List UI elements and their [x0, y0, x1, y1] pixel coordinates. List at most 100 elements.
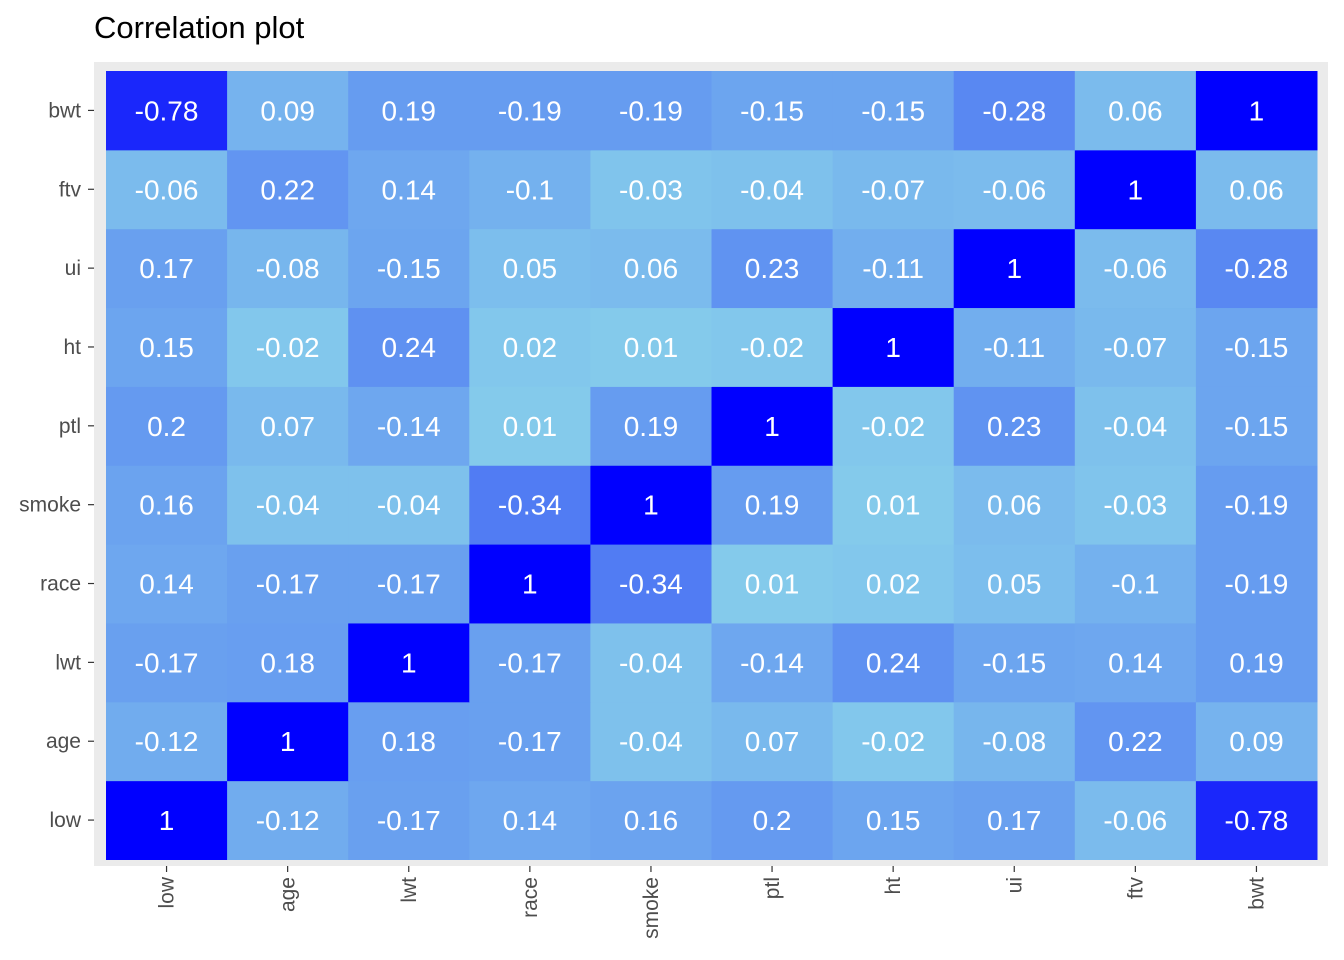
cell-value-label: 0.2 [753, 805, 792, 836]
heatmap-cell-ui-bwt [1195, 228, 1318, 309]
cell-value-label: 0.18 [382, 726, 437, 757]
heatmap-cell-ptl-smoke [590, 386, 712, 466]
cell-value-label: -0.19 [1225, 569, 1289, 600]
cell-value-label: 0.14 [139, 569, 194, 600]
heatmap-cell-ptl-bwt [1195, 386, 1318, 466]
cell-value-label: -0.19 [498, 95, 562, 126]
heatmap-cell-smoke-low [106, 465, 228, 545]
heatmap-cell-bwt-bwt [1195, 71, 1318, 151]
x-tick-label-ht: ht [882, 877, 905, 895]
heatmap-cell-age-ftv [1074, 701, 1197, 782]
heatmap-cell-ui-ptl [711, 228, 834, 309]
heatmap-cell-ht-ui [953, 307, 1076, 387]
cell-value-label: -0.15 [377, 253, 441, 284]
cell-value-label: -0.78 [1225, 805, 1289, 836]
heatmap-cell-smoke-smoke [590, 465, 712, 545]
heatmap-cell-ui-ui [953, 228, 1076, 309]
cell-value-label: 1 [1249, 95, 1265, 126]
cell-value-label: 1 [1128, 174, 1144, 205]
heatmap-cell-ptl-low [106, 386, 228, 466]
heatmap-cell-ptl-lwt [348, 386, 470, 466]
heatmap-cell-ht-race [469, 307, 591, 387]
heatmap-cell-lwt-low [106, 622, 228, 703]
heatmap-cell-ftv-ui [953, 149, 1076, 230]
heatmap-cell-low-smoke [590, 780, 712, 860]
heatmap-cell-race-smoke [590, 544, 712, 624]
heatmap-cell-ptl-ht [832, 386, 955, 466]
heatmap-cell-ui-ftv [1074, 228, 1197, 309]
heatmap-cell-lwt-lwt [348, 622, 470, 703]
heatmap-cell-bwt-age [227, 71, 349, 151]
heatmap-cell-ftv-ht [832, 149, 955, 230]
cells-layer [106, 71, 1318, 860]
cell-value-label: -0.17 [498, 647, 562, 678]
heatmap-cell-ht-low [106, 307, 228, 387]
cell-value-label: 0.17 [987, 805, 1042, 836]
cell-value-label: 1 [159, 805, 175, 836]
cell-value-label: -0.11 [862, 253, 924, 284]
heatmap-cell-low-lwt [348, 780, 470, 860]
cell-value-label: 1 [1006, 253, 1022, 284]
axis-ticks-layer: low age lwt race smoke ptl ht ui ftv bwt low age lwt… [19, 99, 1268, 938]
heatmap-cell-race-race [469, 544, 591, 624]
heatmap-cell-lwt-ht [832, 622, 955, 703]
heatmap-cell-ptl-ftv [1074, 386, 1197, 466]
cell-value-label: -0.28 [982, 95, 1046, 126]
x-tick-label-ftv: ftv [1124, 877, 1147, 900]
cell-value-label: 0.16 [139, 490, 194, 521]
cell-value-label: -0.06 [982, 174, 1046, 205]
cell-value-label: -0.08 [982, 726, 1046, 757]
cell-value-label: 0.19 [1229, 647, 1284, 678]
heatmap-cell-race-age [227, 544, 349, 624]
heatmap-cell-race-low [106, 544, 228, 624]
heatmap-cell-smoke-ui [953, 465, 1076, 545]
cell-value-label: -0.15 [1225, 411, 1289, 442]
cell-value-label: -0.1 [1111, 569, 1159, 600]
x-tick-label-race: race [519, 877, 542, 918]
heatmap-cell-ptl-ptl [711, 386, 834, 466]
x-tick-label-ptl: ptl [761, 877, 784, 899]
cell-value-label: -0.02 [861, 726, 925, 757]
heatmap-cell-age-age [227, 701, 349, 782]
cell-value-label: -0.07 [1103, 332, 1167, 363]
heatmap-cell-lwt-race [469, 622, 591, 703]
cell-value-label: -0.02 [861, 411, 925, 442]
heatmap-cell-ftv-ftv [1074, 149, 1197, 230]
heatmap-cell-ht-lwt [348, 307, 470, 387]
cell-value-label: -0.02 [740, 332, 804, 363]
y-tick-label-lwt: lwt [55, 651, 81, 674]
heatmap-cell-ui-smoke [590, 228, 712, 309]
cell-value-label: -0.15 [982, 647, 1046, 678]
heatmap-cell-bwt-smoke [590, 71, 712, 151]
cell-value-label: 1 [280, 726, 296, 757]
cell-value-label: -0.34 [498, 490, 562, 521]
cell-value-label: 0.09 [260, 95, 315, 126]
cell-value-label: -0.19 [619, 95, 683, 126]
x-tick-label-smoke: smoke [640, 877, 663, 939]
heatmap-cell-ftv-bwt [1195, 149, 1318, 230]
cell-value-label: -0.04 [619, 726, 683, 757]
cell-value-label: -0.28 [1225, 253, 1289, 284]
cell-value-label: -0.06 [1103, 253, 1167, 284]
cell-value-label: 0.01 [503, 411, 558, 442]
x-tick-label-low: low [156, 876, 179, 908]
cell-value-label: -0.02 [256, 332, 320, 363]
cell-value-label: 0.17 [139, 253, 194, 284]
cell-value-label: -0.07 [861, 174, 925, 205]
cell-value-label: 1 [643, 490, 659, 521]
heatmap-cell-lwt-age [227, 622, 349, 703]
cell-value-label: 0.02 [866, 569, 921, 600]
heatmap-cell-lwt-bwt [1195, 622, 1318, 703]
heatmap-cell-low-ht [832, 780, 955, 860]
cell-value-label: 0.15 [139, 332, 194, 363]
x-tick-label-bwt: bwt [1245, 877, 1268, 910]
cell-value-label: 0.2 [147, 411, 186, 442]
cell-value-label: 0.14 [382, 174, 437, 205]
cell-value-label: 0.06 [624, 253, 679, 284]
heatmap-cell-ht-ftv [1074, 307, 1197, 387]
cell-value-label: 0.06 [1108, 95, 1163, 126]
heatmap-cell-ui-ht [832, 228, 955, 309]
heatmap-cell-bwt-ui [953, 71, 1076, 151]
cell-value-label: -0.14 [377, 411, 441, 442]
heatmap-cell-age-low [106, 701, 228, 782]
